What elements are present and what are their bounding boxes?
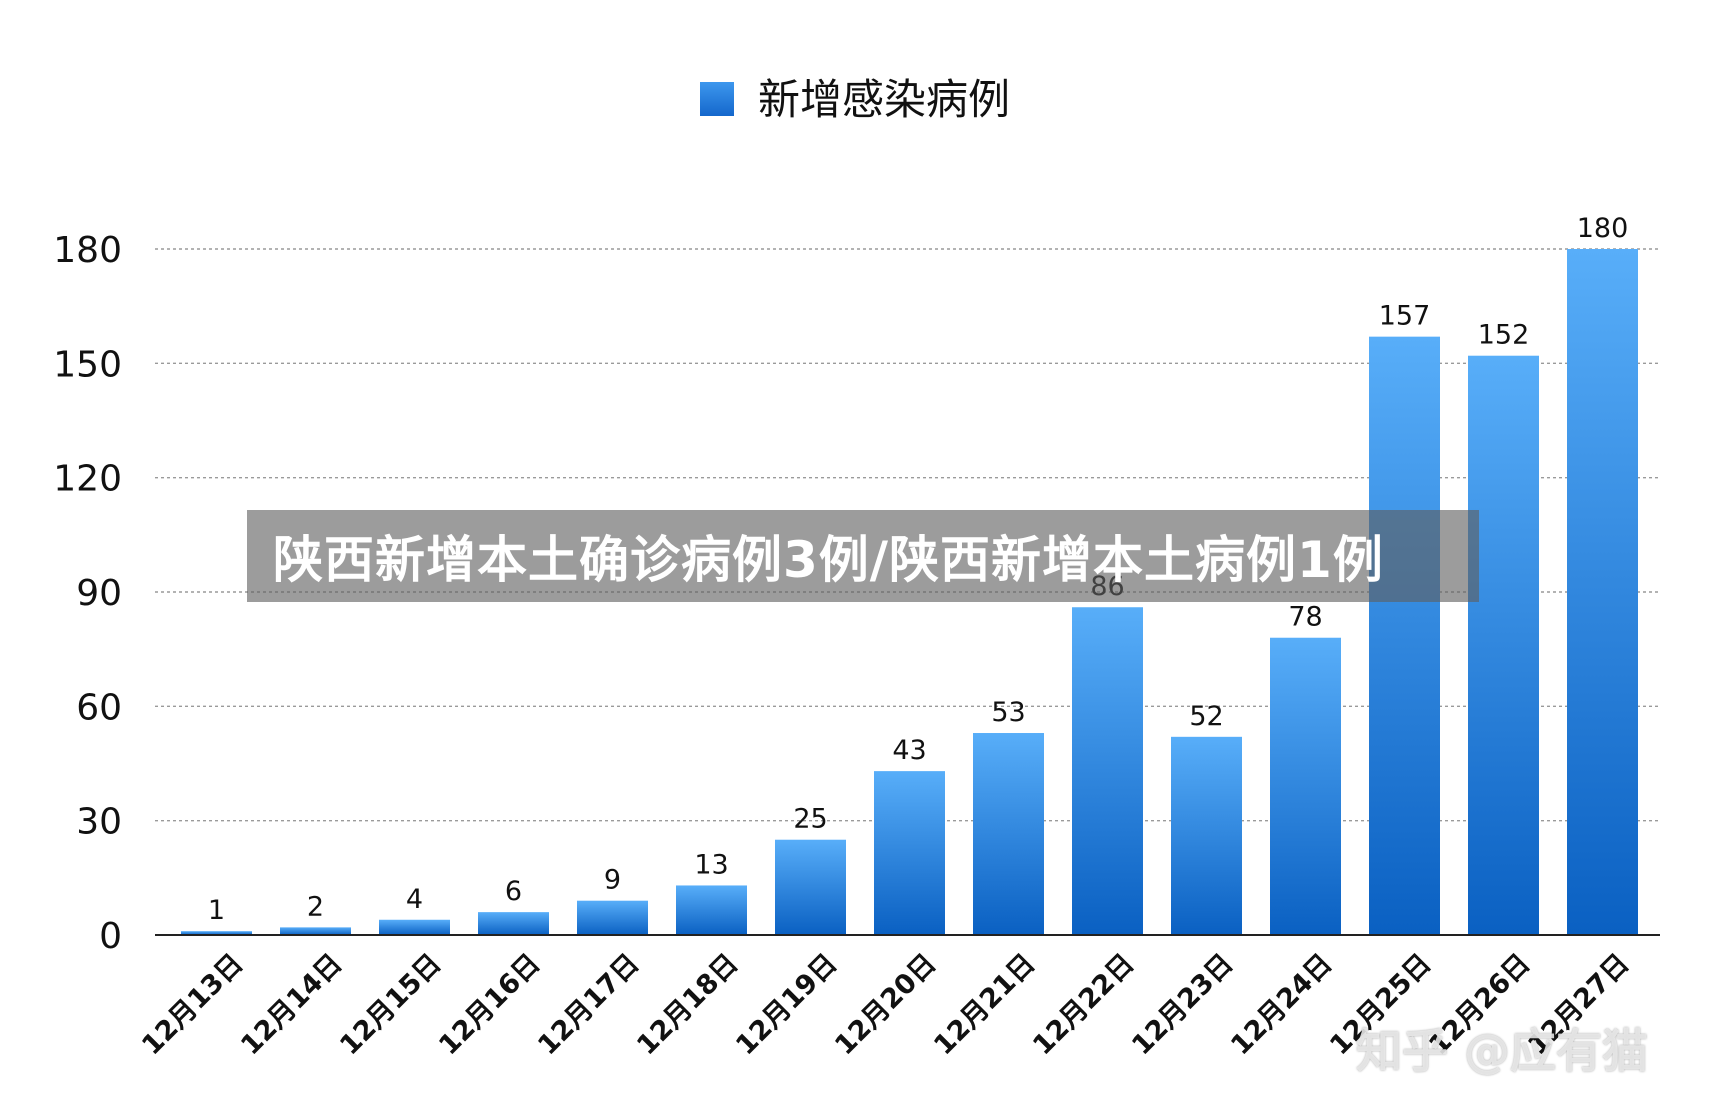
data-label: 43 <box>892 735 926 766</box>
data-label: 180 <box>1577 213 1629 244</box>
data-label: 25 <box>793 804 827 835</box>
bar <box>1171 736 1242 935</box>
bar <box>577 900 648 935</box>
data-label: 1 <box>208 895 225 926</box>
bar <box>775 839 846 935</box>
bar <box>973 733 1044 935</box>
data-label: 53 <box>991 697 1025 728</box>
x-tick-label: 12月18日 <box>631 948 744 1061</box>
x-tick-label: 12月16日 <box>433 948 546 1061</box>
data-label: 152 <box>1478 320 1530 351</box>
y-tick-label: 0 <box>99 916 122 957</box>
x-tick-label: 12月15日 <box>334 948 447 1061</box>
bar <box>1270 637 1341 935</box>
x-tick-label: 12月17日 <box>532 948 645 1061</box>
x-tick-label: 12月24日 <box>1225 948 1338 1061</box>
x-tick-label: 12月20日 <box>829 948 942 1061</box>
y-tick-label: 90 <box>76 573 122 614</box>
bar <box>478 912 549 935</box>
data-label: 2 <box>307 891 324 922</box>
x-tick-label: 12月22日 <box>1027 948 1140 1061</box>
legend-swatch <box>700 82 734 116</box>
data-label: 157 <box>1379 301 1431 332</box>
x-tick-label: 12月23日 <box>1126 948 1239 1061</box>
y-tick-label: 180 <box>53 230 122 271</box>
bar <box>874 771 945 935</box>
y-tick-label: 120 <box>53 459 122 500</box>
x-tick-label: 12月13日 <box>136 948 249 1061</box>
watermark: 知乎 @应有猫 <box>1356 1024 1649 1078</box>
bar <box>1468 355 1539 935</box>
bar <box>1567 249 1638 935</box>
x-tick-label: 12月21日 <box>928 948 1041 1061</box>
x-tick-label: 12月14日 <box>235 948 348 1061</box>
legend: 新增感染病例 <box>700 75 1010 124</box>
data-label: 6 <box>505 876 522 907</box>
y-tick-label: 150 <box>53 344 122 385</box>
bar <box>181 931 252 935</box>
bar <box>379 919 450 935</box>
x-tick-label: 12月19日 <box>730 948 843 1061</box>
bar <box>676 885 747 935</box>
bar <box>1072 607 1143 935</box>
data-label: 4 <box>406 884 423 915</box>
data-label: 9 <box>604 865 621 896</box>
bar <box>1369 336 1440 936</box>
title-banner: 陕西新增本土确诊病例3例/陕西新增本土病例1例 <box>247 510 1479 602</box>
data-label: 78 <box>1288 602 1322 633</box>
legend-label: 新增感染病例 <box>758 75 1010 124</box>
banner-title: 陕西新增本土确诊病例3例/陕西新增本土病例1例 <box>273 531 1384 589</box>
data-label: 13 <box>694 849 728 880</box>
y-tick-label: 60 <box>76 687 122 728</box>
data-label: 52 <box>1189 701 1223 732</box>
y-tick-label: 30 <box>76 802 122 843</box>
bar <box>280 927 351 935</box>
